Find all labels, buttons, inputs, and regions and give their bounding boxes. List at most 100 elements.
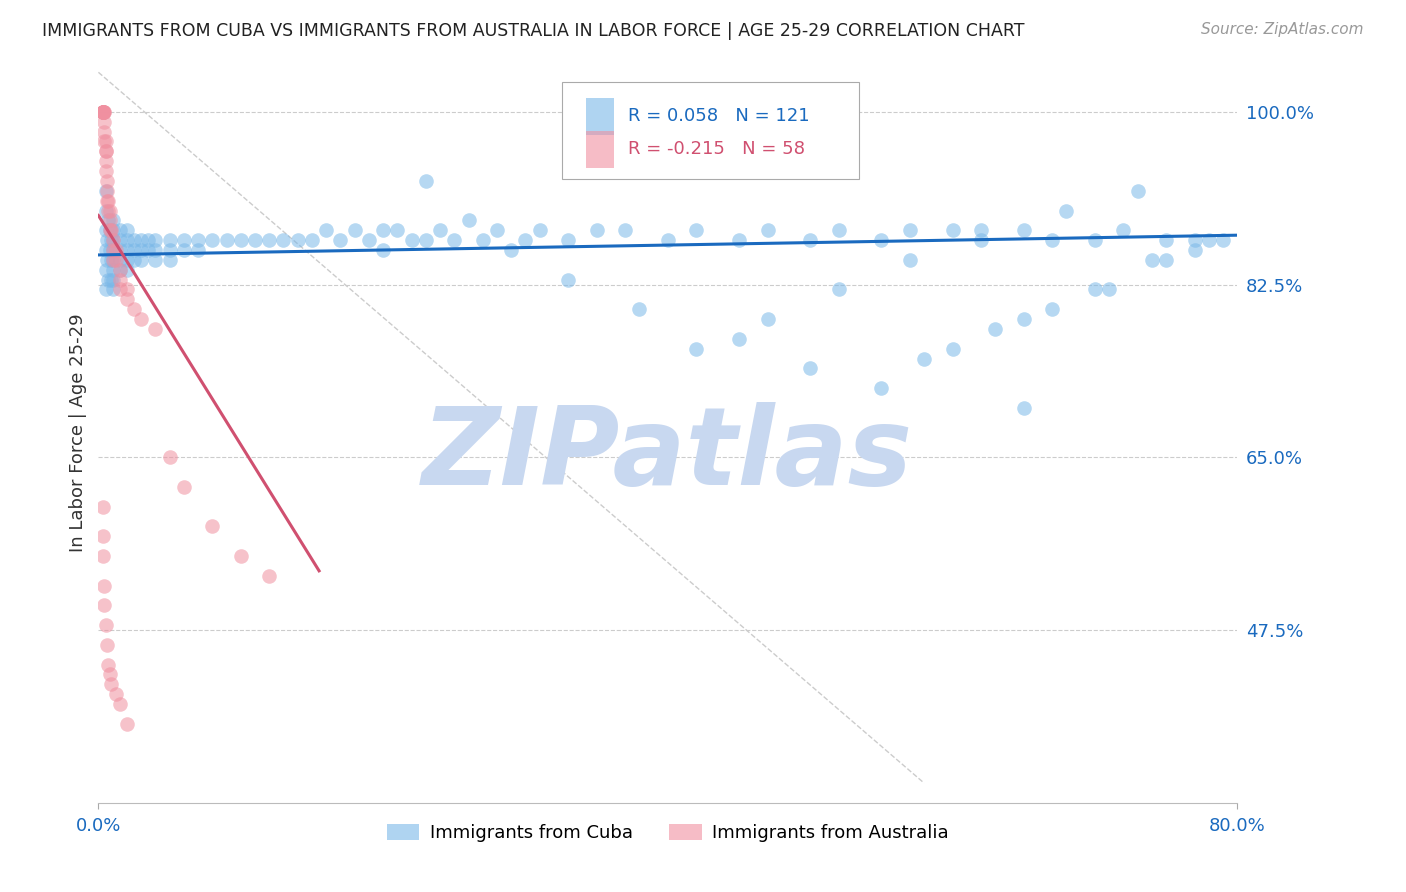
Point [97, 194, 120, 208]
Point [115, 716, 138, 731]
Point [129, 243, 152, 257]
Point [557, 233, 579, 247]
Point [970, 223, 993, 237]
Point [259, 568, 281, 582]
Point [104, 687, 127, 701]
Point [129, 252, 152, 267]
Point [96, 252, 118, 267]
Legend: Immigrants from Cuba, Immigrants from Australia: Immigrants from Cuba, Immigrants from Au… [380, 816, 956, 849]
Point [101, 233, 124, 247]
Point [93, 114, 115, 128]
Point [104, 252, 127, 267]
Point [984, 322, 1007, 336]
Point [145, 233, 167, 247]
Point [94, 154, 117, 169]
Point [343, 223, 366, 237]
Point [529, 223, 551, 237]
Point [828, 283, 851, 297]
Point [101, 272, 124, 286]
Point [115, 243, 138, 257]
Point [98, 667, 121, 681]
Point [94, 223, 117, 237]
Point [98, 203, 121, 218]
Point [145, 243, 167, 257]
Point [1184, 243, 1206, 257]
Point [96, 174, 118, 188]
Text: IMMIGRANTS FROM CUBA VS IMMIGRANTS FROM AUSTRALIA IN LABOR FORCE | AGE 25-29 COR: IMMIGRANTS FROM CUBA VS IMMIGRANTS FROM … [42, 22, 1025, 40]
Point [93, 124, 115, 138]
Text: ZIPatlas: ZIPatlas [422, 401, 914, 508]
Point [122, 233, 145, 247]
Point [1084, 283, 1107, 297]
Point [387, 223, 409, 237]
Point [329, 233, 352, 247]
Point [101, 283, 124, 297]
Point [1154, 233, 1177, 247]
Point [471, 233, 494, 247]
Point [273, 233, 295, 247]
Point [91, 104, 114, 119]
Point [93, 579, 115, 593]
Point [1012, 401, 1035, 415]
Point [108, 697, 131, 711]
Point [97, 272, 120, 286]
FancyBboxPatch shape [562, 82, 859, 179]
Point [145, 322, 167, 336]
Point [486, 223, 509, 237]
Point [259, 233, 281, 247]
Text: R = -0.215   N = 58: R = -0.215 N = 58 [628, 140, 806, 158]
Point [101, 243, 124, 257]
Point [94, 262, 117, 277]
Point [93, 599, 115, 613]
Point [1098, 283, 1121, 297]
Point [94, 145, 117, 159]
Point [415, 233, 437, 247]
Point [585, 223, 607, 237]
Point [91, 104, 114, 119]
Point [108, 262, 131, 277]
Point [91, 549, 114, 563]
Point [373, 243, 395, 257]
Point [91, 104, 114, 119]
Point [94, 618, 117, 632]
Point [1198, 233, 1220, 247]
Point [129, 233, 152, 247]
Point [94, 184, 117, 198]
Point [315, 223, 337, 237]
Point [756, 312, 779, 326]
Point [100, 223, 122, 237]
Point [100, 677, 122, 691]
Point [187, 233, 209, 247]
Point [145, 252, 167, 267]
Point [1154, 252, 1177, 267]
Point [100, 272, 122, 286]
Point [287, 233, 309, 247]
Point [93, 104, 115, 119]
Point [657, 233, 679, 247]
Point [159, 252, 181, 267]
Point [1140, 252, 1163, 267]
Point [115, 262, 138, 277]
Point [628, 302, 651, 317]
Point [159, 243, 181, 257]
Point [94, 203, 117, 218]
Text: R = 0.058   N = 121: R = 0.058 N = 121 [628, 108, 810, 126]
Point [115, 223, 138, 237]
Point [1184, 233, 1206, 247]
Point [122, 252, 145, 267]
Point [942, 342, 965, 356]
Point [429, 223, 451, 237]
Point [129, 312, 152, 326]
Point [870, 381, 893, 395]
Point [187, 243, 209, 257]
Point [108, 262, 131, 277]
Point [1212, 233, 1234, 247]
Point [970, 233, 993, 247]
Point [101, 252, 124, 267]
Point [91, 104, 114, 119]
Point [98, 223, 121, 237]
Point [93, 135, 115, 149]
Point [115, 252, 138, 267]
Point [101, 233, 124, 247]
Point [108, 243, 131, 257]
